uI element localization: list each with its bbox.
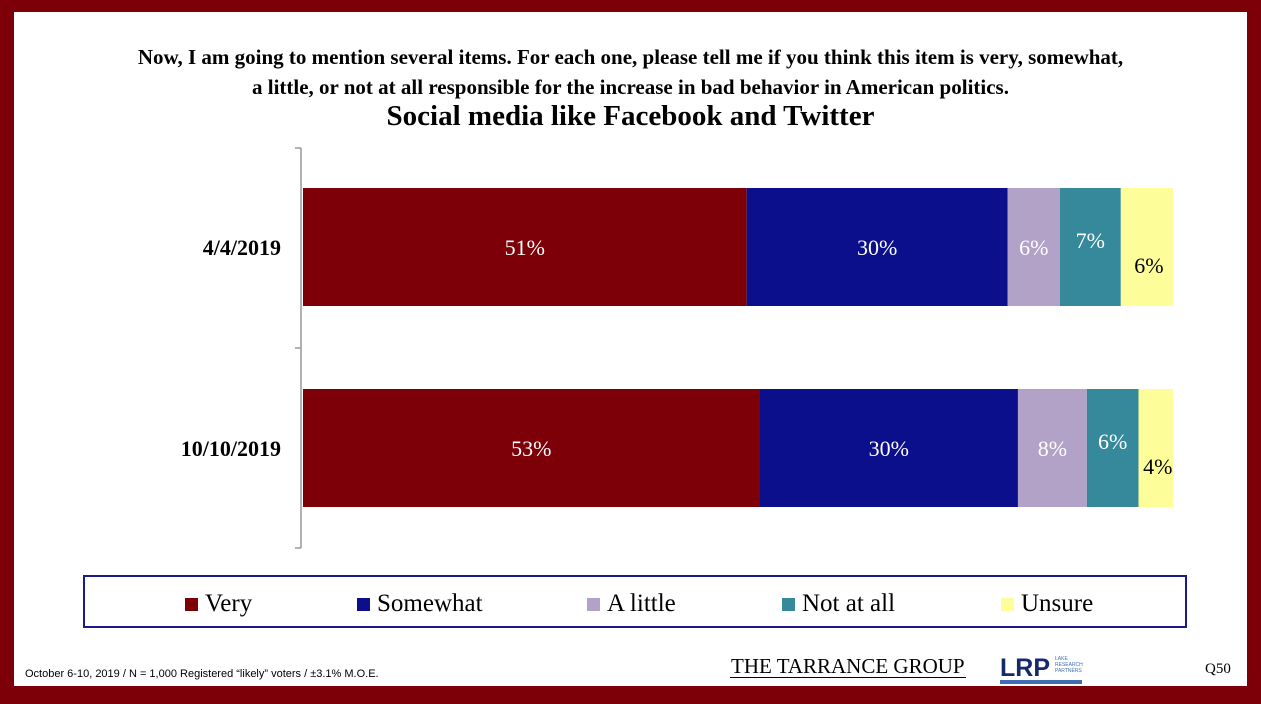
data-label-a-little-10-10-2019: 8% [1038,436,1067,461]
category-labels: 4/4/2019 10/10/2019 [181,235,281,461]
category-label-10-10-2019: 10/10/2019 [181,436,281,461]
bar-not-at-all-10-10-2019 [1086,389,1139,507]
legend-swatch-unsure [1001,597,1014,611]
lrp-logo-letters: LRP [1000,654,1050,682]
slide: Now, I am going to mention several items… [14,12,1247,686]
legend-swatch-not-at-all [782,597,795,611]
legend-label-not-at-all: Not at all [802,590,896,617]
data-label-not-at-all-4-4-2019: 7% [1076,228,1105,253]
chart-title: Social media like Facebook and Twitter [386,100,875,132]
data-label-unsure-10-10-2019: 4% [1143,454,1172,479]
question-number: Q50 [1205,661,1231,677]
data-label-somewhat-4-4-2019: 30% [857,235,897,260]
legend-item-somewhat: Somewhat [357,590,483,618]
legend-label-somewhat: Somewhat [377,590,483,617]
legend-swatch-very [185,597,198,611]
bar-a-little-10-10-2019 [1017,389,1087,507]
data-label-a-little-4-4-2019: 6% [1019,235,1048,260]
bars: 51% 30% 6% 7% 6% 53% 30% 8% 6% 4% [303,188,1173,507]
question-line-2: a little, or not at all responsible for … [252,75,1009,99]
legend-item-very: Very [185,590,252,618]
footnote: October 6-10, 2019 / N = 1,000 Registere… [25,668,379,680]
lrp-logo-tagline: LAKE RESEARCH PARTNERS [1055,656,1083,674]
data-label-very-10-10-2019: 53% [511,436,551,461]
bar-unsure-4-4-2019 [1120,188,1173,306]
bar-very-4-4-2019 [303,188,747,306]
data-label-not-at-all-10-10-2019: 6% [1098,429,1127,454]
bar-very-10-10-2019 [303,389,760,507]
bar-somewhat-4-4-2019 [746,188,1008,306]
bar-not-at-all-4-4-2019 [1059,188,1121,306]
legend-swatch-a-little [587,597,600,611]
bar-a-little-4-4-2019 [1007,188,1060,306]
legend-label-very: Very [205,590,253,617]
legend-label-unsure: Unsure [1021,590,1094,617]
lrp-logo: LRP LAKE RESEARCH PARTNERS [1000,654,1096,684]
category-label-4-4-2019: 4/4/2019 [203,235,281,260]
legend-item-not-at-all: Not at all [782,590,895,618]
lrp-logo-rule [1000,680,1082,684]
legend-swatch-somewhat [357,597,370,611]
legend: Very Somewhat A little Not at all Unsure [83,575,1187,628]
data-label-very-4-4-2019: 51% [505,235,545,260]
bar-unsure-10-10-2019 [1138,389,1173,507]
category-axis [295,147,302,549]
bar-somewhat-10-10-2019 [759,389,1018,507]
legend-item-unsure: Unsure [1001,590,1093,618]
legend-label-a-little: A little [607,590,676,617]
tarrance-group-logo: THE TARRANCE GROUP [730,654,966,678]
data-label-somewhat-10-10-2019: 30% [869,436,909,461]
data-label-unsure-4-4-2019: 6% [1134,253,1163,278]
legend-item-a-little: A little [587,590,676,618]
stacked-bar-chart: 51% 30% 6% 7% 6% 53% 30% 8% 6% 4% 4/4/2019 10/10/2… [181,147,1173,549]
question-text: Now, I am going to mention several items… [14,42,1247,102]
question-line-1: Now, I am going to mention several items… [137,45,1124,69]
